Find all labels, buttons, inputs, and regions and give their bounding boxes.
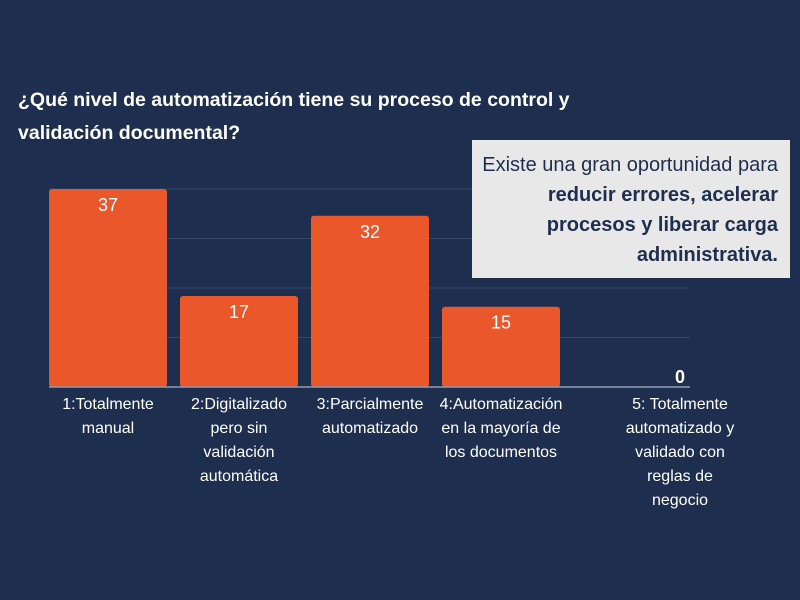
- bar-value-label-4: 15: [491, 313, 511, 333]
- category-label-5: 5: Totalmente automatizado y validado co…: [625, 396, 735, 509]
- callout-text: Existe una gran oportunidad para: [482, 154, 778, 176]
- bar-value-label-5: 0: [675, 367, 685, 387]
- bar-2: [180, 296, 298, 387]
- category-label-1: 1:Totalmente manual: [62, 396, 154, 437]
- category-label-3: 3:Parcialmente automatizado: [316, 396, 424, 437]
- bar-1: [49, 189, 167, 387]
- bar-3: [311, 215, 429, 387]
- bar-4: [442, 306, 560, 387]
- bar-value-label-1: 37: [98, 195, 118, 215]
- category-label-2: 2:Digitalizado pero sin validación autom…: [190, 396, 288, 485]
- callout-emphasis: reducir errores, acelerar procesos y lib…: [546, 184, 778, 266]
- bar-value-label-2: 17: [229, 302, 249, 322]
- category-label-4: 4:Automatización en la mayoría de los do…: [439, 396, 563, 461]
- bar-value-label-3: 32: [360, 222, 380, 242]
- insight-callout: Existe una gran oportunidad para reducir…: [472, 140, 790, 278]
- chart-title: ¿Qué nivel de automatización tiene su pr…: [18, 89, 570, 144]
